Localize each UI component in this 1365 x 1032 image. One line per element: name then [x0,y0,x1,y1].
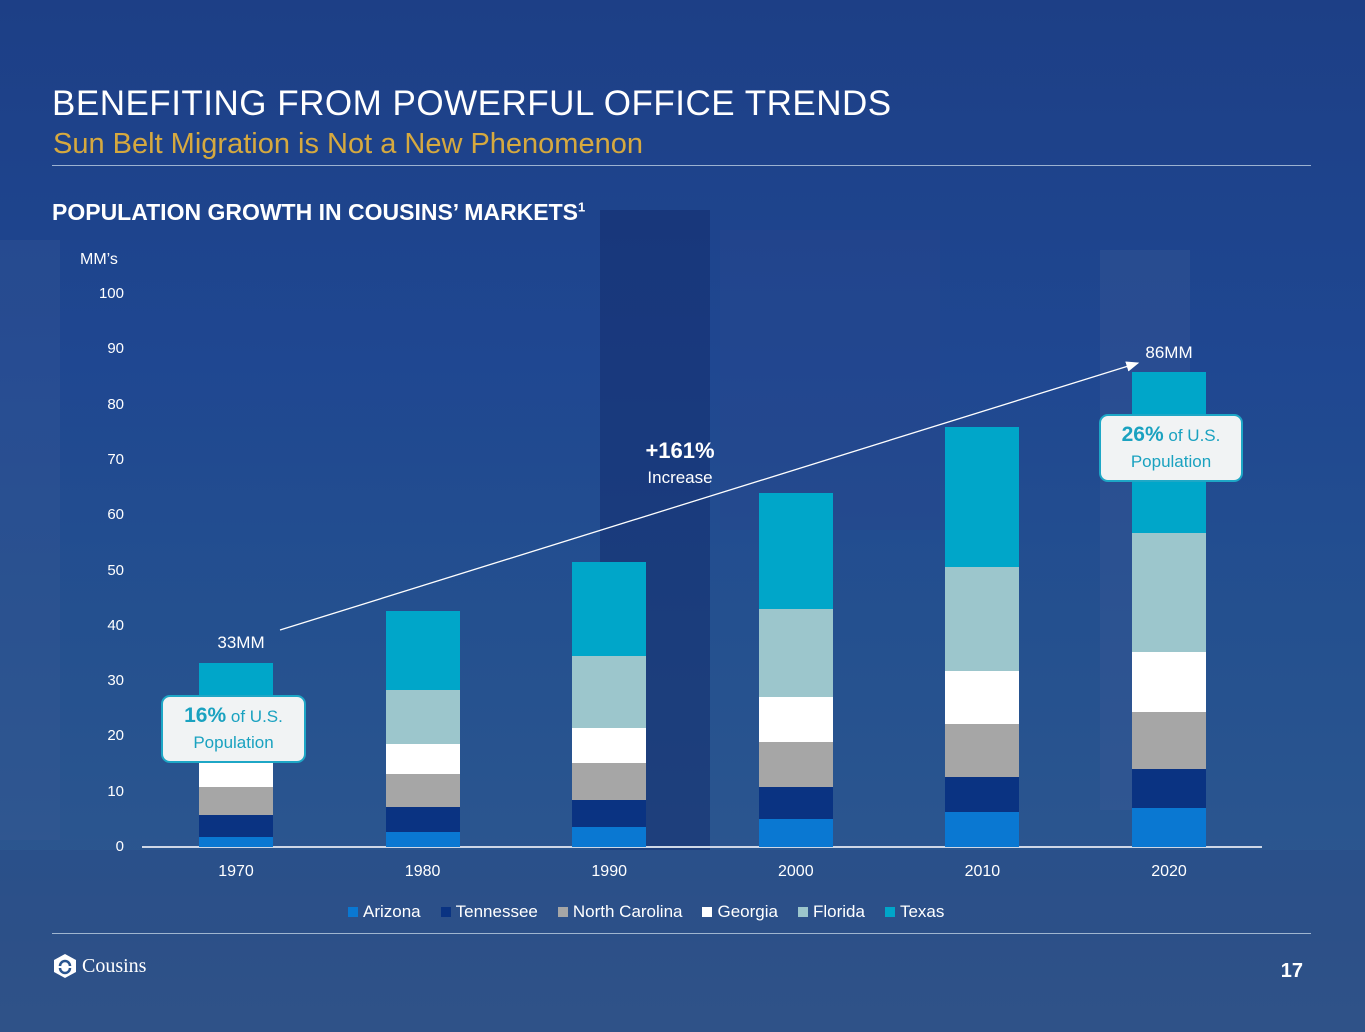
y-tick-label: 60 [107,506,124,524]
bar-tennessee-1970 [199,815,273,838]
share-label: Population [193,733,274,752]
bar-georgia-1970 [199,761,273,788]
legend-swatch [348,907,358,917]
bar-florida-2000 [758,609,833,698]
x-tick-label: 1970 [218,863,254,880]
legend-label: Florida [812,902,865,921]
bar-georgia-2000 [758,697,833,743]
y-tick-label: 0 [115,838,124,855]
bar-tennessee-2020 [1132,769,1206,808]
bar-arizona-1970 [199,837,273,847]
legend-label: Arizona [363,902,421,921]
legend-label: Tennessee [455,902,538,921]
bar-north-carolina-1980 [385,774,460,807]
legend-item: Tennessee [440,902,538,922]
end-share-pct: 26% [1121,423,1164,446]
x-tick-label: 2000 [778,863,814,880]
end-share-callout: 26% of U.S. Population [1099,414,1243,482]
share-label: Population [1130,452,1212,471]
legend-swatch [440,907,451,917]
y-tick-label: 100 [98,285,124,302]
bar-arizona-2020 [1132,807,1206,847]
bar-arizona-1990 [572,827,647,847]
bar-tennessee-2010 [945,776,1020,812]
chart-title-text: POPULATION GROWTH IN COUSINS’ MARKETS [52,199,579,225]
bar-florida-1990 [572,655,647,728]
chart-legend: Arizona Tennessee North Carolina Georgia Flo… [348,902,944,922]
y-tick-label: 10 [107,782,124,800]
start-share-pct: 16% [184,704,227,727]
end-total-label: 86MM [1145,343,1193,362]
y-tick-label: 20 [107,727,124,745]
y-tick-label: 50 [107,561,124,579]
bar-tennessee-2000 [758,787,833,819]
bar-north-carolina-1970 [199,787,273,816]
legend-swatch [557,907,568,917]
bar-texas-2000 [758,493,833,610]
bar-texas-2010 [945,427,1020,567]
bar-georgia-2020 [1132,652,1206,712]
legend-swatch [702,907,713,917]
bar-tennessee-1990 [572,799,647,828]
page-number: 17 [1280,960,1303,982]
x-tick-label: 2010 [964,863,1001,880]
bar-florida-2020 [1132,532,1206,653]
x-tick-label: 1980 [404,863,441,880]
share-suffix: of U.S. [1168,426,1221,445]
footnote-marker: 1 [578,199,586,215]
legend-label: North Carolina [572,902,683,921]
bar-tennessee-1980 [385,806,460,833]
bar-north-carolina-1990 [572,763,647,800]
legend-item: Florida [797,902,865,922]
x-tick-label: 1990 [591,863,627,880]
x-axis-line [142,846,1262,848]
bar-florida-1980 [385,689,460,745]
y-tick-label: 70 [107,450,124,468]
legend-label: Georgia [717,902,778,921]
increase-label: Increase [647,468,713,487]
page-title: BENEFITING FROM POWERFUL OFFICE TRENDS [52,84,892,123]
bar-north-carolina-2020 [1132,711,1206,769]
legend-item: Texas [884,902,945,922]
legend-label: Texas [899,902,945,921]
legend-item: Georgia [702,902,778,922]
cousins-logo: Cousins [52,953,146,979]
logo-text: Cousins [82,954,147,977]
legend-item: North Carolina [557,902,683,922]
y-tick-label: 90 [107,340,124,358]
bar-arizona-2000 [758,818,833,847]
increase-pct: +161% [645,438,715,463]
share-suffix: of U.S. [230,707,283,726]
page-subtitle: Sun Belt Migration is Not a New Phenomen… [53,128,643,160]
legend-item: Arizona [348,902,421,922]
bar-north-carolina-2000 [758,742,833,788]
bar-florida-2010 [945,566,1020,671]
chart-title: POPULATION GROWTH IN COUSINS’ MARKETS1 [52,199,585,226]
bar-arizona-1980 [385,832,460,847]
start-total-label: 33MM [217,633,265,652]
y-tick-label: 30 [107,672,124,690]
bar-georgia-1980 [385,744,460,774]
bar-georgia-1990 [572,727,647,764]
footer-divider [52,933,1311,934]
y-tick-label: 80 [107,395,124,413]
bar-north-carolina-2010 [945,723,1020,777]
legend-swatch [797,907,808,917]
bar-texas-1980 [385,611,460,690]
bar-arizona-2010 [945,811,1020,847]
x-tick-label: 2020 [1151,863,1187,880]
bar-georgia-2010 [945,670,1020,724]
start-share-callout: 16% of U.S. Population [161,695,306,763]
y-tick-label: 40 [107,616,124,634]
cousins-logo-icon [54,954,76,978]
bar-texas-1990 [572,562,647,656]
header-divider [52,165,1311,166]
y-axis-label: MM’s [80,251,118,268]
legend-swatch [884,907,895,917]
